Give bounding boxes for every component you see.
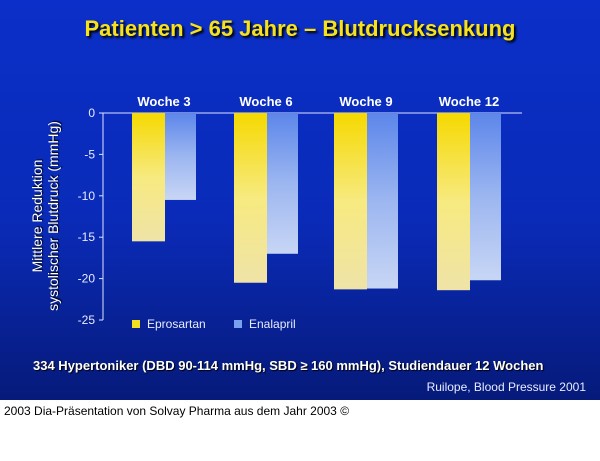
- bar-eprosartan: [437, 113, 470, 291]
- category-label: Woche 12: [439, 94, 499, 109]
- bar-eprosartan: [132, 113, 165, 242]
- y-tick-label: -5: [84, 147, 95, 161]
- bar-enalapril: [470, 113, 501, 281]
- legend-label: Enalapril: [249, 317, 296, 331]
- source-citation: Ruilope, Blood Pressure 2001: [426, 380, 586, 394]
- bar-chart: 0 -5 -10 -15 -20 -25 Woche 3 Woche 6 Woche 9 Woch…: [77, 94, 522, 331]
- slide: Patienten > 65 Jahre – Blutdrucksenkung …: [0, 0, 600, 400]
- y-tick-label: -25: [78, 313, 96, 327]
- image-caption: 2003 Dia-Präsentation von Solvay Pharma …: [4, 404, 350, 418]
- slide-title: Patienten > 65 Jahre – Blutdrucksenkung: [84, 16, 516, 41]
- bar-enalapril: [367, 113, 398, 289]
- category-label: Woche 9: [339, 94, 392, 109]
- legend-label: Eprosartan: [147, 317, 206, 331]
- y-tick-label: -20: [78, 272, 96, 286]
- bar-eprosartan: [334, 113, 367, 290]
- bar-eprosartan: [234, 113, 267, 283]
- bar-enalapril: [267, 113, 298, 254]
- legend-swatch: [132, 320, 140, 328]
- y-tick-label: 0: [88, 106, 95, 120]
- category-label: Woche 3: [137, 94, 190, 109]
- bar-enalapril: [165, 113, 196, 200]
- category-label: Woche 6: [239, 94, 292, 109]
- y-tick-label: -10: [78, 189, 96, 203]
- study-footnote: 334 Hypertoniker (DBD 90-114 mmHg, SBD ≥…: [33, 358, 544, 373]
- y-tick-label: -15: [78, 230, 96, 244]
- legend-swatch: [234, 320, 242, 328]
